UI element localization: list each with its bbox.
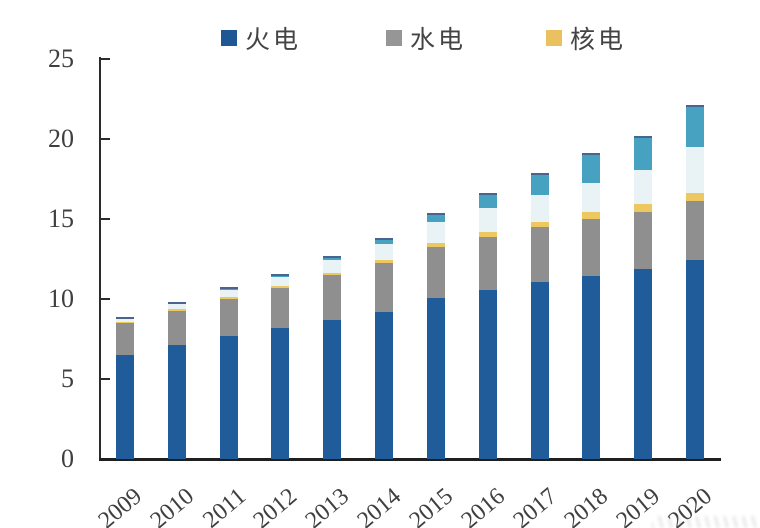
- y-axis-tick: [101, 138, 110, 140]
- bar-segment: [686, 192, 704, 201]
- legend-label: 水电: [410, 27, 467, 54]
- legend-label: 核电: [570, 27, 627, 54]
- bar-segment: [116, 354, 134, 459]
- bar-segment: [531, 227, 549, 283]
- bar-segment: [531, 221, 549, 228]
- bar-segment: [634, 211, 652, 269]
- bar-segment: [323, 272, 341, 275]
- bar-segment: [479, 207, 497, 232]
- y-axis-tick: [101, 218, 110, 220]
- bar-segment: [168, 310, 186, 346]
- bar-top-cap: [220, 287, 238, 290]
- bar-segment: [220, 289, 238, 297]
- bar-segment: [323, 260, 341, 273]
- bar-segment: [168, 304, 186, 310]
- legend-item-nuclear: 核电: [546, 20, 626, 56]
- bar-top-cap: [375, 238, 393, 241]
- bar-segment: [686, 259, 704, 459]
- bar-segment: [375, 311, 393, 459]
- bar-segment: [582, 155, 600, 183]
- bar-segment: [220, 298, 238, 337]
- bar-segment: [634, 203, 652, 212]
- x-axis-line: [99, 458, 721, 461]
- bar-segment: [323, 257, 341, 261]
- y-tick-label: 0: [61, 444, 74, 473]
- bar-segment: [686, 200, 704, 260]
- bar-segment: [375, 263, 393, 312]
- bar-segment: [479, 290, 497, 459]
- bar-segment: [531, 174, 549, 196]
- y-tick-label: 15: [48, 204, 74, 233]
- bar-segment: [271, 288, 289, 328]
- bar-segment: [427, 298, 445, 459]
- y-tick-label: 20: [48, 124, 74, 153]
- bar-segment: [582, 182, 600, 213]
- y-axis-tick: [101, 298, 110, 300]
- bar-segment: [116, 323, 134, 355]
- bar-segment: [582, 219, 600, 276]
- bar-segment: [479, 237, 497, 291]
- bar-segment: [634, 268, 652, 459]
- cutoff-text-artifact: [652, 516, 760, 528]
- bar-segment: [531, 195, 549, 222]
- bar-segment: [427, 242, 445, 247]
- bar-top-cap: [479, 193, 497, 196]
- bar-segment: [116, 319, 134, 323]
- y-tick-label: 5: [61, 364, 74, 393]
- bar-segment: [427, 214, 445, 222]
- y-tick-label: 25: [48, 44, 74, 73]
- bar-segment: [375, 240, 393, 245]
- bar-segment: [168, 345, 186, 459]
- bar-top-cap: [271, 273, 289, 276]
- bar-segment: [686, 147, 704, 193]
- bar-top-cap: [116, 317, 134, 320]
- bar-segment: [271, 276, 289, 287]
- bar-segment: [220, 296, 238, 299]
- bar-segment: [479, 195, 497, 208]
- bar-segment: [375, 259, 393, 263]
- nuclear-legend-swatch-icon: [546, 30, 562, 46]
- bar-segment: [375, 244, 393, 260]
- y-axis-spine: [99, 57, 101, 461]
- hydro-legend-swatch-icon: [386, 30, 402, 46]
- bar-segment: [686, 107, 704, 148]
- bar-segment: [168, 309, 186, 311]
- bar-segment: [116, 322, 134, 324]
- y-tick-label: 10: [48, 284, 74, 313]
- bar-segment: [427, 221, 445, 243]
- bar-segment: [271, 286, 289, 289]
- bar-segment: [323, 275, 341, 320]
- bar-top-cap: [686, 105, 704, 107]
- bar-segment: [479, 231, 497, 238]
- bar-segment: [271, 327, 289, 459]
- bar-segment: [427, 246, 445, 299]
- bar-segment: [323, 319, 341, 459]
- bar-segment: [634, 170, 652, 204]
- legend-item-hydro: 水电: [386, 20, 466, 56]
- bar-top-cap: [168, 302, 186, 305]
- legend-label: 火电: [245, 27, 302, 54]
- bar-top-cap: [427, 212, 445, 215]
- bar-top-cap: [531, 172, 549, 175]
- bar-segment: [634, 137, 652, 171]
- bar-segment: [220, 336, 238, 459]
- legend-item-thermal: 火电: [221, 20, 301, 56]
- bar-top-cap: [634, 135, 652, 138]
- y-axis-tick: [101, 58, 110, 60]
- bar-segment: [582, 212, 600, 220]
- thermal-legend-swatch-icon: [221, 30, 237, 46]
- bar-segment: [531, 282, 549, 459]
- y-axis-tick: [101, 378, 110, 380]
- bar-top-cap: [582, 153, 600, 155]
- bar-top-cap: [323, 255, 341, 258]
- bar-segment: [582, 275, 600, 459]
